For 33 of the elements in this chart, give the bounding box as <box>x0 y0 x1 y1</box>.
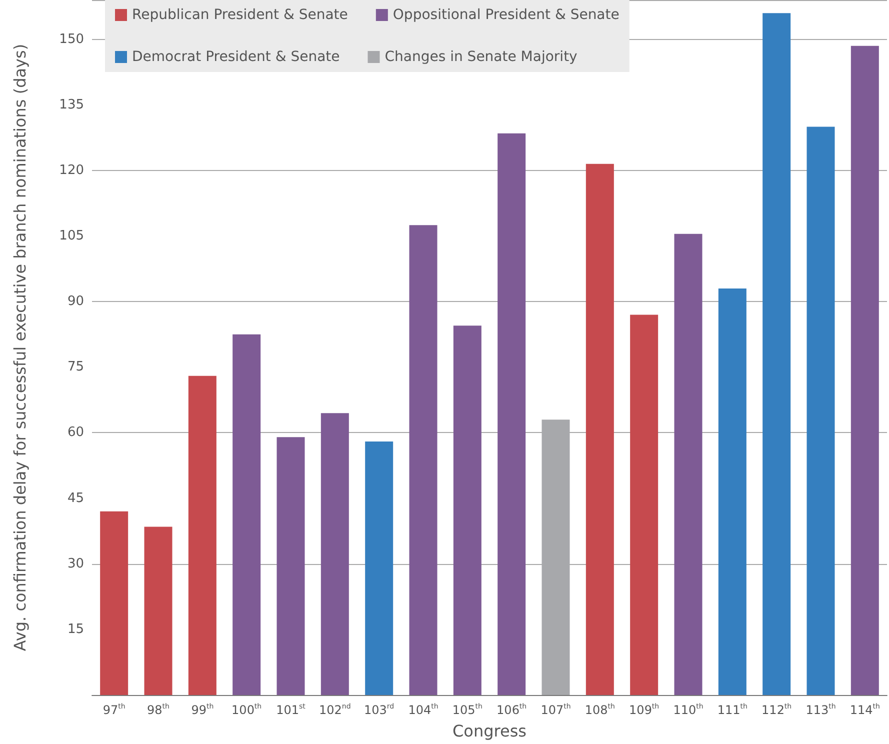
bar <box>806 126 835 695</box>
bar <box>718 288 746 695</box>
bar <box>630 314 658 695</box>
bar <box>365 441 394 695</box>
bar <box>674 234 702 695</box>
y-tick-label: 150 <box>59 32 84 47</box>
x-axis-title: Congress <box>452 722 526 740</box>
legend-label: Oppositional President & Senate <box>392 7 620 23</box>
y-tick-label: 30 <box>67 556 84 572</box>
bar <box>850 46 879 695</box>
y-axis-title: Avg. confirmation delay for successful executive branch nominations (days) <box>10 44 30 652</box>
bar <box>762 13 791 695</box>
bar <box>232 334 261 695</box>
bar <box>320 413 349 695</box>
bar <box>276 437 305 695</box>
bar <box>100 511 128 695</box>
bar <box>498 133 526 695</box>
y-tick-label: 15 <box>67 622 84 637</box>
y-tick-label: 105 <box>59 228 84 244</box>
legend-label: Changes in Senate Majority <box>384 49 578 65</box>
bar <box>453 326 482 695</box>
bar <box>409 225 438 695</box>
bar <box>188 376 216 695</box>
bar <box>144 526 172 695</box>
y-tick-label: 90 <box>67 294 84 310</box>
y-tick-label: 120 <box>59 162 84 178</box>
y-tick-label: 135 <box>59 97 84 112</box>
y-tick-label: 75 <box>67 360 84 375</box>
legend-label: Republican President & Senate <box>132 7 348 23</box>
bar <box>586 164 614 695</box>
y-tick-label: 60 <box>67 425 84 440</box>
y-tick-label: 45 <box>67 490 84 506</box>
legend-label: Democrat President & Senate <box>132 49 340 65</box>
